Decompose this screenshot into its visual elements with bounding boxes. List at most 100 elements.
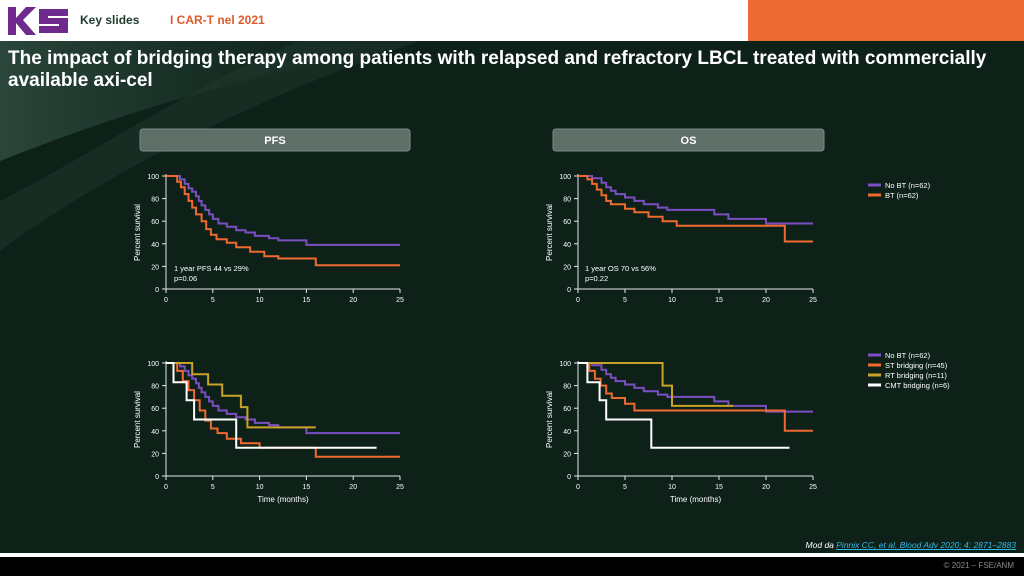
- y-tick-label: 60: [563, 219, 571, 226]
- footer-bar: [0, 557, 1024, 576]
- footer-separator: [0, 553, 1024, 557]
- km-curve-2: [578, 175, 813, 243]
- y-tick-label: 0: [155, 474, 159, 481]
- legend-label: RT bridging (n=11): [885, 371, 947, 380]
- x-tick-label: 5: [623, 484, 627, 491]
- y-tick-label: 60: [151, 406, 159, 413]
- y-axis-label: Percent survival: [133, 204, 142, 261]
- legend-label: CMT bridging (n=6): [885, 381, 950, 390]
- x-tick-label: 5: [211, 484, 215, 491]
- y-tick-label: 20: [563, 264, 571, 271]
- legend-label: BT (n=62): [885, 191, 919, 200]
- annotation-line-1: 1 year PFS 44 vs 29%: [174, 264, 249, 273]
- x-axis-label: Time (months): [670, 495, 722, 504]
- x-tick-label: 15: [303, 484, 311, 491]
- legend-label: No BT (n=62): [885, 351, 931, 360]
- y-tick-label: 80: [151, 384, 159, 391]
- section-label: Key slides: [80, 13, 140, 27]
- y-tick-label: 60: [151, 219, 159, 226]
- y-tick-label: 0: [567, 474, 571, 481]
- x-tick-label: 25: [396, 297, 404, 304]
- annotation-line-2: p=0.06: [174, 274, 197, 283]
- y-tick-label: 100: [147, 361, 159, 368]
- x-tick-label: 10: [256, 484, 264, 491]
- y-tick-label: 20: [563, 451, 571, 458]
- y-tick-label: 80: [151, 197, 159, 204]
- x-tick-label: 0: [164, 484, 168, 491]
- top-bar: KS Key slides I CAR-T nel 2021: [0, 0, 1024, 41]
- source-prefix: Mod da: [805, 540, 837, 550]
- y-tick-label: 100: [147, 174, 159, 181]
- x-tick-label: 20: [762, 484, 770, 491]
- x-tick-label: 20: [762, 297, 770, 304]
- km-curve-1: [578, 362, 813, 413]
- y-tick-label: 0: [567, 287, 571, 294]
- y-tick-label: 80: [563, 197, 571, 204]
- x-tick-label: 25: [809, 484, 817, 491]
- km-curve-2: [166, 362, 400, 458]
- legend-label: No BT (n=62): [885, 181, 931, 190]
- km-curve-1: [166, 175, 400, 246]
- km-curve-4: [578, 362, 790, 449]
- annotation-line-1: 1 year OS 70 vs 56%: [585, 264, 656, 273]
- x-tick-label: 10: [256, 297, 264, 304]
- y-axis-label: Percent survival: [545, 204, 554, 261]
- x-tick-label: 5: [623, 297, 627, 304]
- x-tick-label: 20: [349, 297, 357, 304]
- header-white-band: [0, 0, 748, 41]
- x-axis-label: Time (months): [257, 495, 309, 504]
- y-axis-label: Percent survival: [545, 391, 554, 448]
- y-tick-label: 60: [563, 406, 571, 413]
- panel-header-label: PFS: [264, 135, 285, 147]
- x-tick-label: 20: [349, 484, 357, 491]
- legend-label: ST bridging (n=45): [885, 361, 948, 370]
- km-curve-1: [166, 362, 400, 435]
- y-tick-label: 40: [151, 242, 159, 249]
- x-tick-label: 0: [576, 484, 580, 491]
- y-tick-label: 40: [151, 429, 159, 436]
- y-tick-label: 0: [155, 287, 159, 294]
- chart-panel-3: 0 20 40 60 80 100 0 5 10 15 20 25 Percent survival Ti…: [133, 361, 404, 504]
- panel-header-bg: [139, 128, 411, 152]
- y-tick-label: 40: [563, 429, 571, 436]
- x-tick-label: 10: [668, 484, 676, 491]
- km-curve-2: [166, 175, 400, 267]
- topic-label: I CAR-T nel 2021: [170, 13, 265, 27]
- panel-header-label: OS: [681, 135, 697, 147]
- y-axis-label: Percent survival: [133, 391, 142, 448]
- slide-background: [0, 41, 1024, 553]
- y-tick-label: 100: [559, 174, 571, 181]
- y-tick-label: 100: [559, 361, 571, 368]
- km-curve-4: [166, 362, 377, 449]
- x-tick-label: 15: [303, 297, 311, 304]
- chart-panel-2: OS 0 20 40 60 80 100 0 5 10 15 20 25 Percent survival…: [545, 128, 931, 304]
- x-tick-label: 5: [211, 297, 215, 304]
- km-curve-3: [166, 362, 316, 429]
- x-tick-label: 0: [164, 297, 168, 304]
- logo-text: KS: [40, 36, 42, 38]
- x-tick-label: 15: [715, 484, 723, 491]
- slide-title: The impact of bridging therapy among pat…: [8, 48, 987, 91]
- y-tick-label: 80: [563, 384, 571, 391]
- km-curve-1: [578, 175, 813, 225]
- ks-logo: KS: [6, 4, 74, 38]
- panel-header-bg: [552, 128, 825, 152]
- y-tick-label: 40: [563, 242, 571, 249]
- source-citation: Mod da Pinnix CC, et al. Blood Adv 2020;…: [806, 540, 1016, 550]
- x-tick-label: 15: [715, 297, 723, 304]
- x-tick-label: 25: [396, 484, 404, 491]
- x-tick-label: 10: [668, 297, 676, 304]
- copyright: © 2021 – FSE/ANM: [943, 561, 1014, 570]
- chart-panel-4: 0 20 40 60 80 100 0 5 10 15 20 25 Percent survival Ti…: [545, 351, 950, 504]
- annotation-line-2: p=0.22: [585, 274, 608, 283]
- chart-panel-1: PFS 0 20 40 60 80 100 0 5 10 15 20 25 Percent surviva…: [133, 128, 411, 304]
- x-tick-label: 25: [809, 297, 817, 304]
- y-tick-label: 20: [151, 264, 159, 271]
- header-orange-band: [748, 0, 1024, 41]
- km-curve-2: [578, 362, 813, 432]
- km-curve-3: [578, 362, 734, 407]
- x-tick-label: 0: [576, 297, 580, 304]
- y-tick-label: 20: [151, 451, 159, 458]
- citation-link[interactable]: Pinnix CC, et al. Blood Adv 2020; 4: 287…: [836, 540, 1016, 550]
